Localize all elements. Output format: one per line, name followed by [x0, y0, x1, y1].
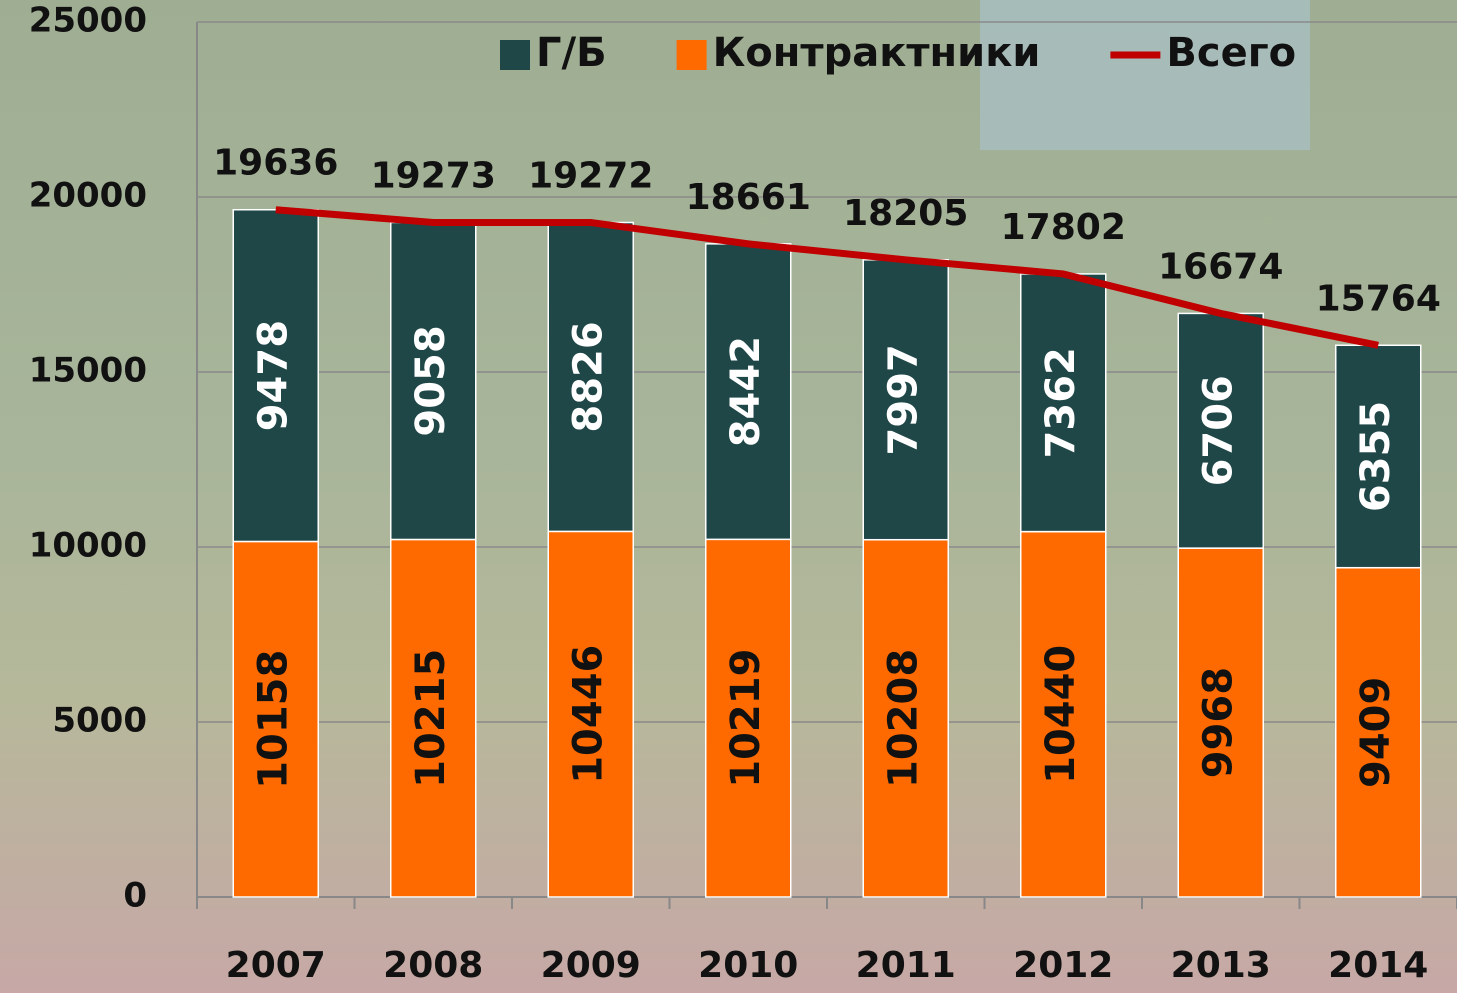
data-label: 10208 [881, 649, 927, 788]
total-label: 18205 [843, 193, 968, 234]
bar-segment [232, 540, 319, 898]
bar-segment [390, 221, 477, 541]
total-label: 19272 [528, 155, 653, 196]
data-label: 8826 [566, 321, 612, 432]
total-label: 17802 [1001, 207, 1126, 248]
x-tick-label: 2014 [1328, 945, 1428, 986]
legend-label: Всего [1166, 30, 1296, 76]
x-tick-label: 2013 [1171, 945, 1271, 986]
bar-segment [390, 538, 477, 898]
data-label: 10215 [408, 649, 454, 788]
total-line [275, 206, 1379, 349]
data-label: 9409 [1353, 677, 1399, 788]
y-tick-label: 15000 [29, 351, 147, 391]
bar-segment [862, 538, 949, 898]
legend-swatch [676, 40, 707, 70]
bar-segment [1335, 344, 1422, 569]
x-tick-label: 2007 [226, 945, 326, 986]
data-label: 7997 [881, 344, 927, 455]
background-sky [980, 0, 1310, 150]
data-label: 9058 [408, 325, 454, 436]
y-tick-label: 5000 [52, 701, 147, 741]
bar-segment [705, 243, 792, 541]
y-tick-label: 10000 [29, 526, 147, 566]
data-label: 9968 [1196, 667, 1242, 778]
bar-segment [1020, 530, 1107, 898]
y-tick-label: 20000 [29, 176, 147, 216]
data-label: 10440 [1038, 645, 1084, 784]
data-label: 6706 [1196, 375, 1242, 486]
bar-segment [547, 530, 634, 898]
data-label: 7362 [1038, 347, 1084, 458]
bar-segment [1177, 312, 1264, 549]
total-label: 19273 [371, 155, 496, 196]
x-tick-label: 2008 [383, 945, 483, 986]
total-label: 16674 [1158, 246, 1283, 287]
legend-label: Контрактники [713, 30, 1041, 76]
total-label: 15764 [1316, 278, 1441, 319]
bar-segment [862, 259, 949, 541]
bar-segment [1020, 273, 1107, 533]
data-label: 9478 [251, 320, 297, 431]
data-label: 10446 [566, 645, 612, 784]
data-label: 6355 [1353, 401, 1399, 512]
y-tick-label: 25000 [29, 1, 147, 41]
legend-label: Г/Б [536, 30, 607, 76]
x-tick-label: 2012 [1013, 945, 1113, 986]
x-tick-label: 2009 [541, 945, 641, 986]
bar-segment [547, 221, 634, 533]
total-label: 18661 [686, 177, 811, 218]
bar-segment [1335, 566, 1422, 898]
data-label: 10219 [723, 649, 769, 788]
legend-swatch [500, 40, 530, 70]
x-tick-label: 2011 [856, 945, 956, 986]
bar-segment [1177, 547, 1264, 898]
data-label: 8442 [723, 336, 769, 447]
total-label: 19636 [213, 143, 338, 184]
data-label: 10158 [251, 650, 297, 789]
y-tick-label: 0 [123, 876, 147, 916]
x-tick-label: 2010 [698, 945, 798, 986]
bar-segment [232, 208, 319, 543]
